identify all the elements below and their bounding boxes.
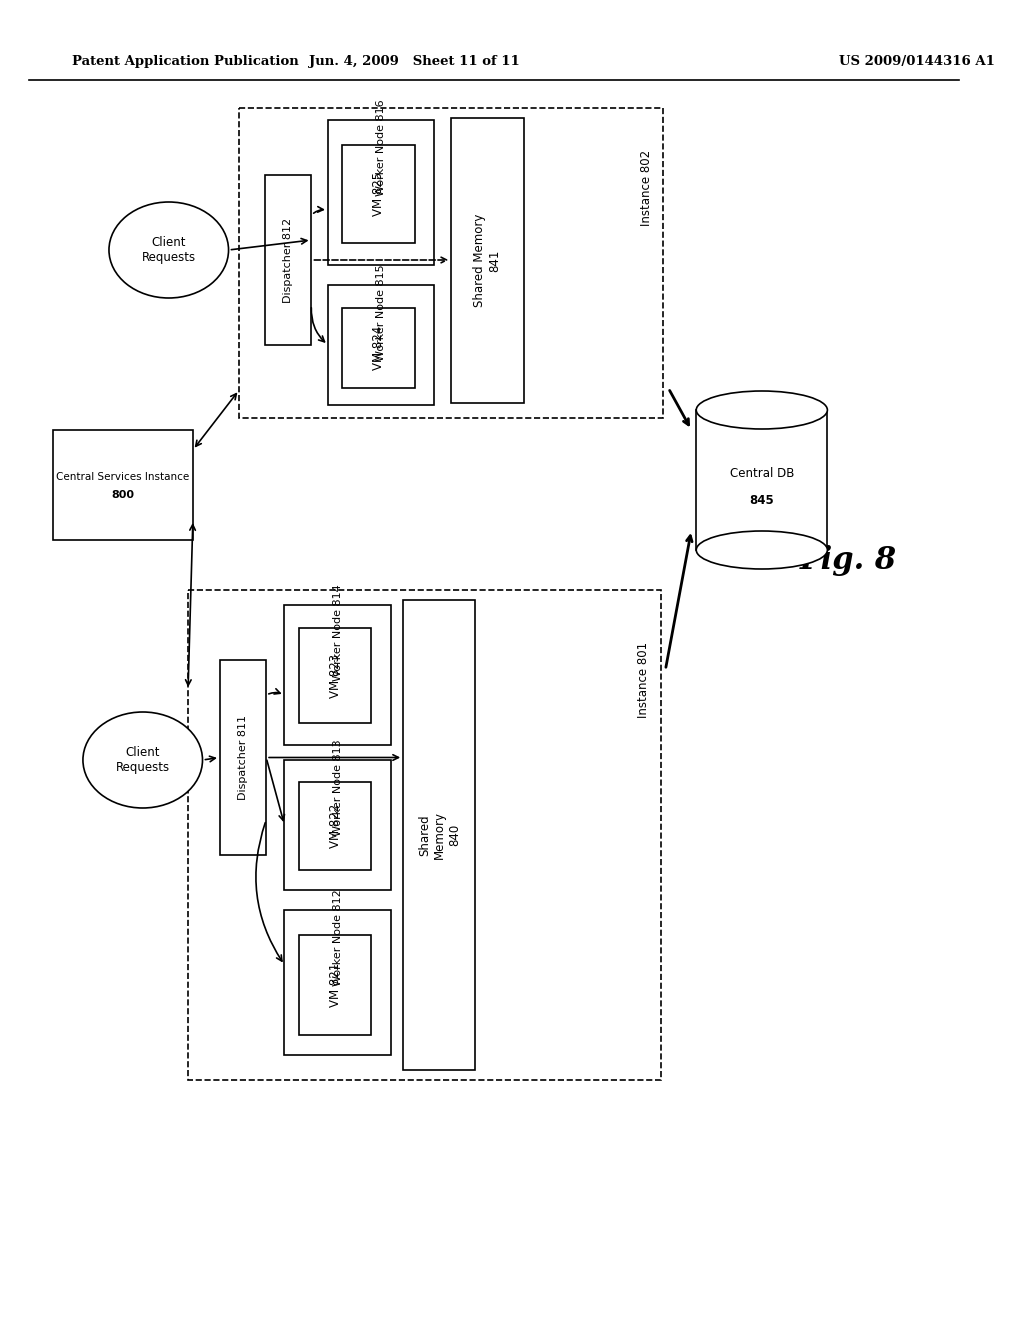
Text: VM 824: VM 824 — [372, 326, 385, 370]
Bar — [265, 176, 311, 345]
Text: Fig. 8: Fig. 8 — [800, 544, 897, 576]
Text: Worker Node 814: Worker Node 814 — [333, 585, 342, 681]
Ellipse shape — [696, 531, 827, 569]
Bar — [285, 760, 390, 890]
Bar — [220, 660, 266, 855]
Text: 845: 845 — [750, 494, 774, 507]
Text: Shared Memory
841: Shared Memory 841 — [473, 214, 502, 308]
Bar — [188, 590, 660, 1080]
Bar — [328, 120, 434, 265]
Bar — [299, 781, 372, 870]
Bar — [285, 605, 390, 744]
Bar — [403, 601, 475, 1071]
Text: Worker Node 816: Worker Node 816 — [376, 100, 386, 197]
Text: Central DB: Central DB — [730, 467, 794, 480]
Text: Jun. 4, 2009   Sheet 11 of 11: Jun. 4, 2009 Sheet 11 of 11 — [309, 55, 520, 69]
Ellipse shape — [83, 711, 203, 808]
Text: Dispatcher 812: Dispatcher 812 — [284, 218, 293, 302]
Text: Dispatcher 811: Dispatcher 811 — [238, 715, 248, 800]
Bar — [53, 430, 193, 540]
Text: Worker Node 815: Worker Node 815 — [376, 265, 386, 362]
Text: US 2009/0144316 A1: US 2009/0144316 A1 — [839, 55, 995, 69]
Text: Instance 802: Instance 802 — [640, 150, 652, 226]
Bar — [342, 145, 415, 243]
Bar — [342, 308, 415, 388]
Bar — [299, 935, 372, 1035]
Text: VM 821: VM 821 — [329, 962, 342, 1007]
Text: VM 825: VM 825 — [372, 172, 385, 216]
Text: Worker Node 812: Worker Node 812 — [333, 890, 342, 986]
Text: VM 823: VM 823 — [329, 653, 342, 697]
Text: Central Services Instance: Central Services Instance — [56, 473, 189, 482]
Text: Shared
Memory
840: Shared Memory 840 — [418, 810, 461, 859]
Ellipse shape — [696, 391, 827, 429]
Bar — [452, 117, 523, 403]
Text: Client
Requests: Client Requests — [116, 746, 170, 774]
Bar — [240, 108, 664, 418]
Bar — [696, 411, 827, 550]
Text: Worker Node 813: Worker Node 813 — [333, 739, 342, 837]
Bar — [328, 285, 434, 405]
Text: Instance 801: Instance 801 — [637, 642, 649, 718]
Text: VM 822: VM 822 — [329, 804, 342, 849]
Bar — [285, 909, 390, 1055]
Text: Client
Requests: Client Requests — [141, 236, 196, 264]
Ellipse shape — [109, 202, 228, 298]
Text: 800: 800 — [112, 490, 134, 500]
Text: Patent Application Publication: Patent Application Publication — [73, 55, 299, 69]
Bar — [299, 628, 372, 723]
